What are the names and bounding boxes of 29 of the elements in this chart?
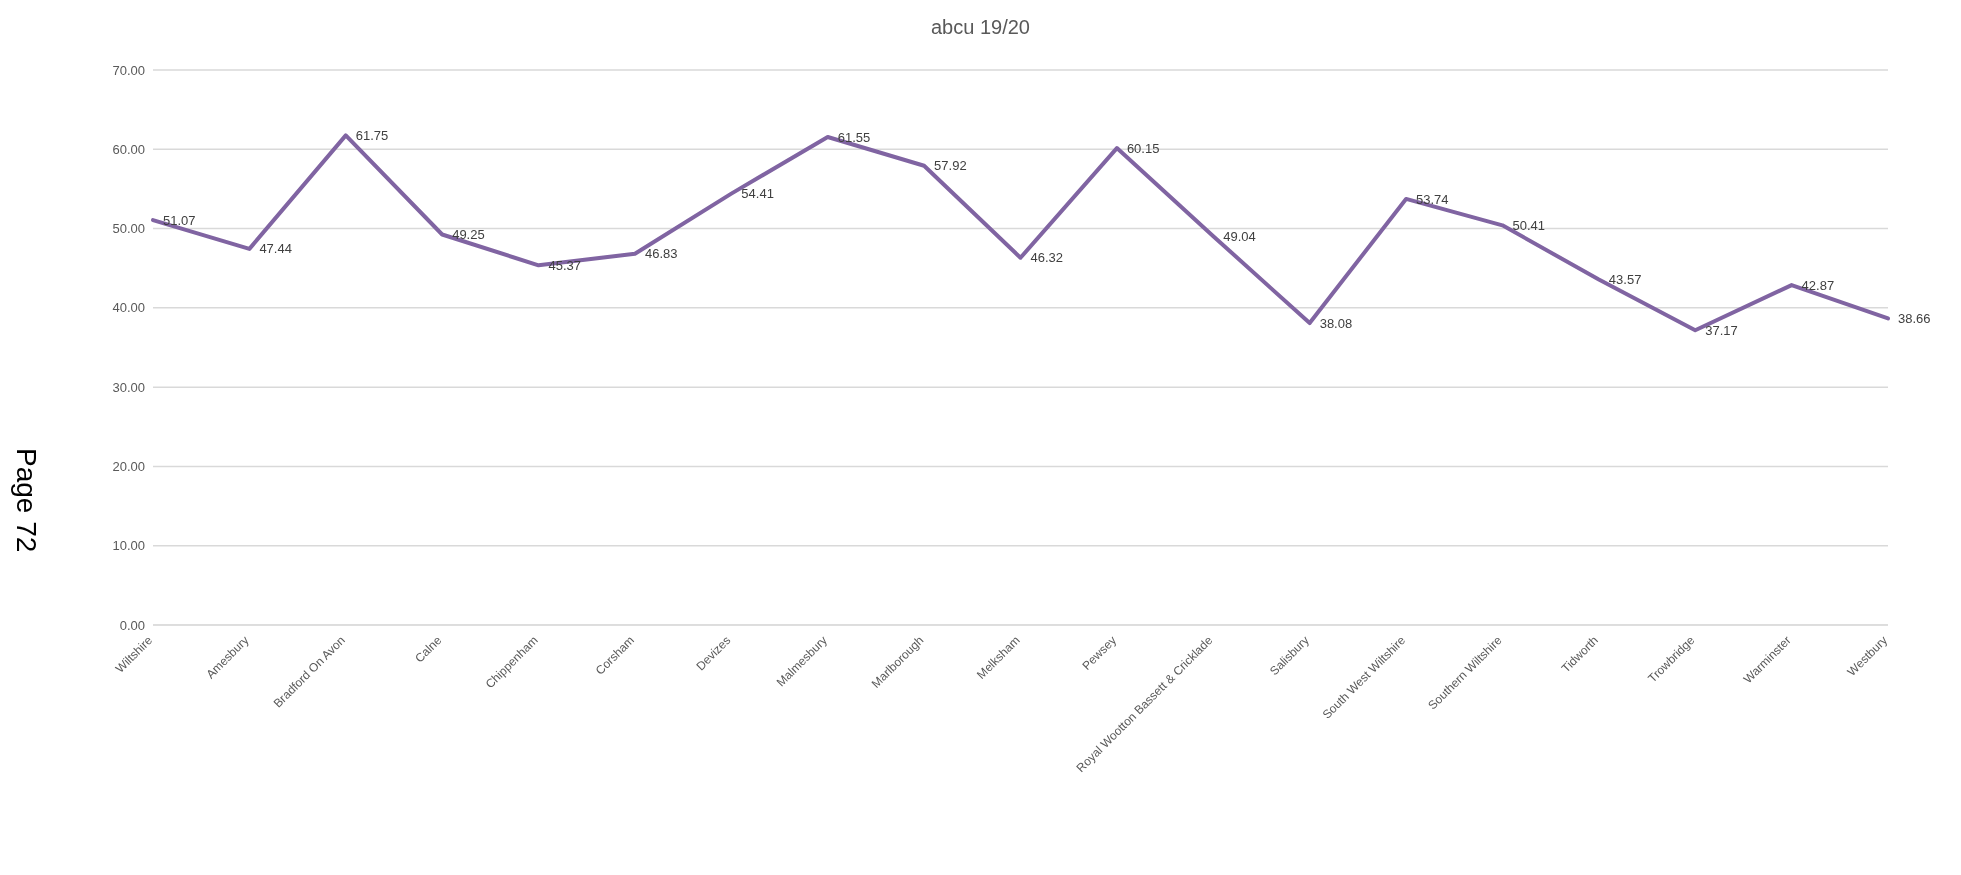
data-label: 53.74 — [1416, 191, 1449, 207]
data-label: 46.83 — [644, 246, 678, 262]
y-tick-label: 0.00 — [119, 617, 145, 633]
data-label: 49.25 — [452, 227, 485, 243]
data-label: 46.32 — [1030, 250, 1064, 266]
data-label: 51.07 — [163, 212, 196, 228]
data-label: 38.08 — [1319, 315, 1353, 331]
text: Page 72 — [10, 448, 42, 553]
y-tick-label: 30.00 — [112, 379, 145, 395]
y-tick-label: 60.00 — [112, 141, 145, 157]
data-label: 50.41 — [1512, 217, 1545, 233]
chart-title: abcu 19/20 — [930, 15, 1031, 40]
y-tick-label: 10.00 — [112, 538, 145, 554]
data-label: 57.92 — [934, 158, 967, 174]
data-label: 42.87 — [1801, 277, 1835, 293]
data-label: 47.44 — [259, 241, 292, 257]
y-tick-label: 50.00 — [112, 221, 145, 237]
data-label: 54.41 — [741, 186, 774, 202]
data-label: 60.15 — [1126, 140, 1160, 156]
data-label: 61.75 — [355, 128, 389, 144]
line-series — [151, 133, 1890, 333]
data-label: 61.55 — [837, 129, 871, 145]
y-tick-label: 40.00 — [112, 300, 145, 316]
y-tick-label: 70.00 — [112, 62, 145, 78]
data-label: 49.04 — [1223, 228, 1256, 244]
data-label: 37.17 — [1705, 322, 1738, 338]
y-tick-label: 20.00 — [112, 459, 145, 475]
data-label: 38.66 — [1898, 311, 1931, 327]
data-label: 43.57 — [1608, 272, 1642, 288]
